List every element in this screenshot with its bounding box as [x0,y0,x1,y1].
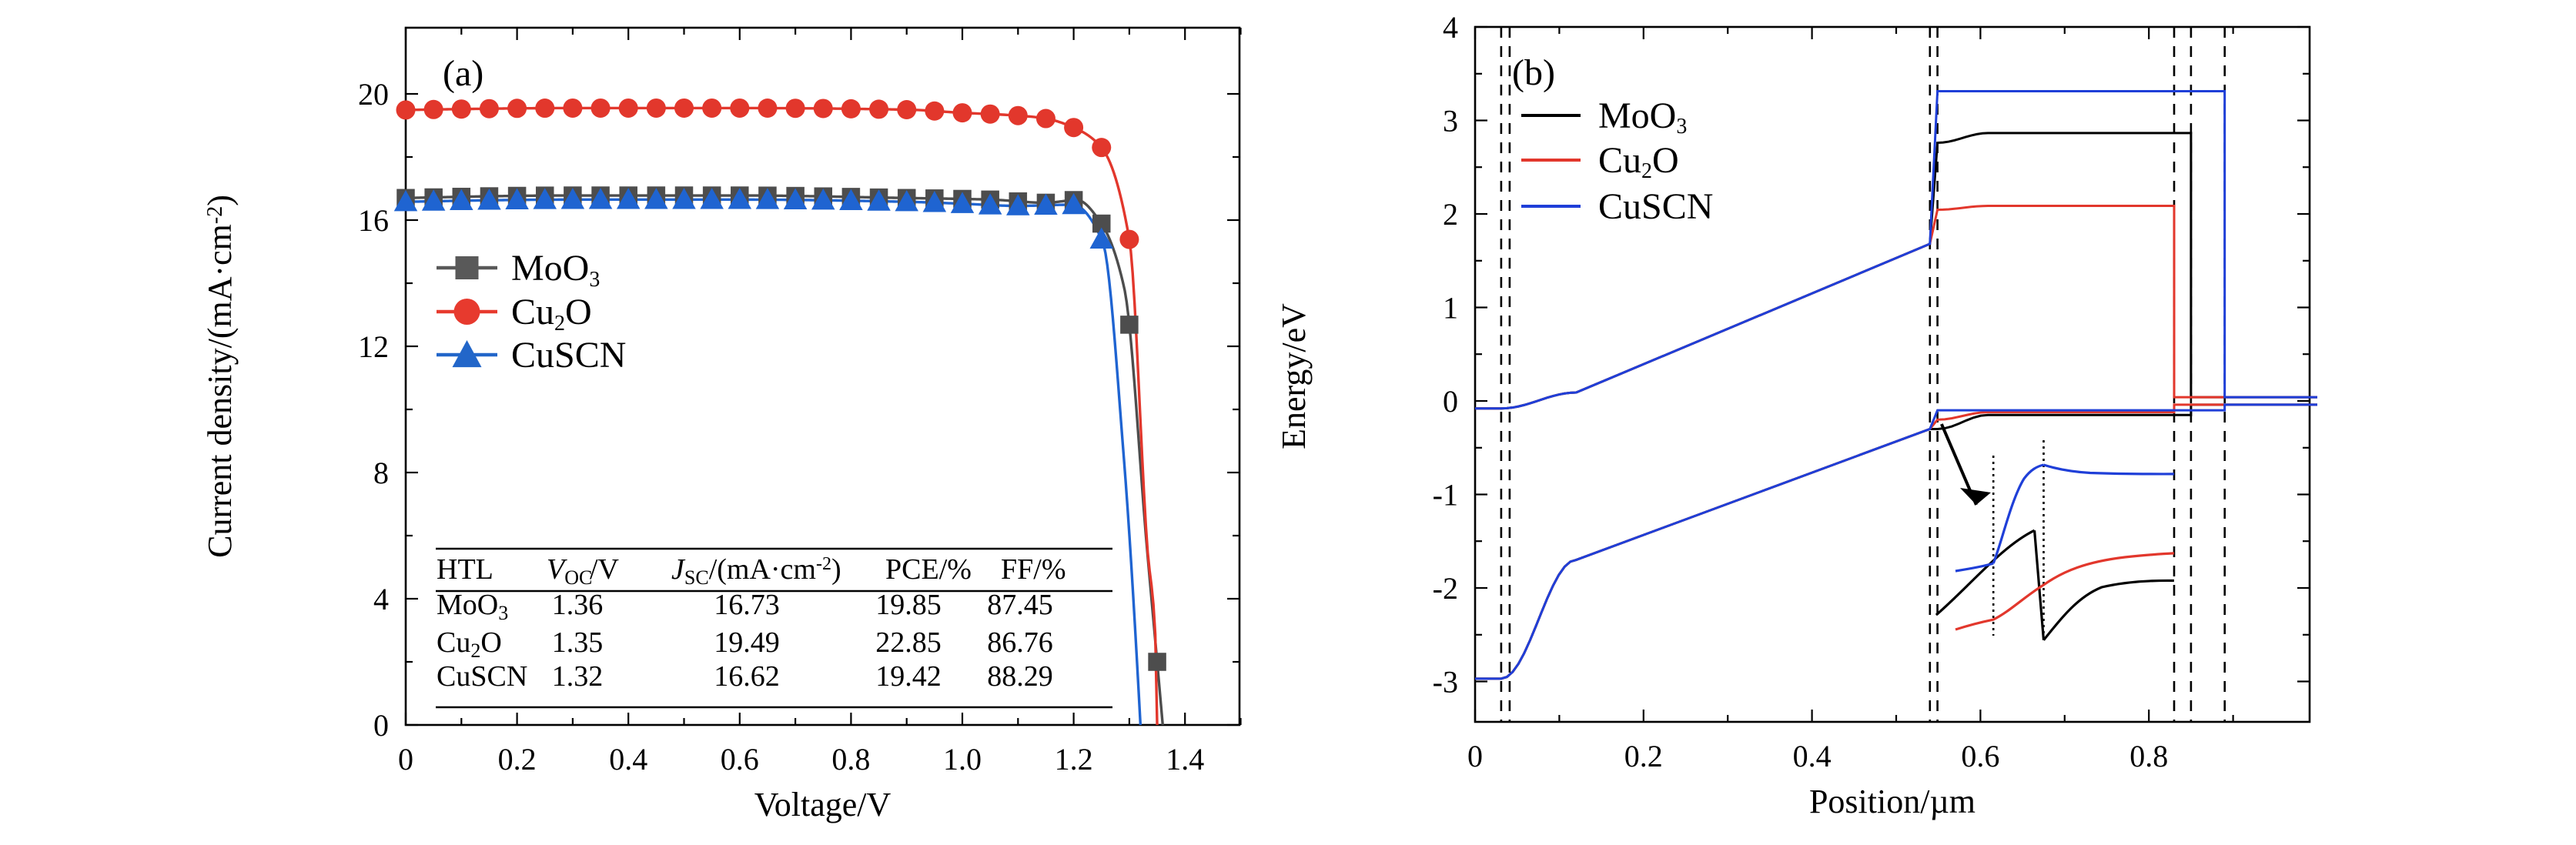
svg-text:0.6: 0.6 [1961,739,1999,773]
svg-text:0: 0 [398,742,413,777]
svg-text:PCE/%: PCE/% [885,553,972,586]
svg-text:-3: -3 [1433,665,1458,700]
svg-text:1.36: 1.36 [552,589,604,621]
svg-text:19.49: 19.49 [714,626,780,659]
svg-text:1.2: 1.2 [1055,742,1093,777]
svg-text:16.62: 16.62 [714,660,780,693]
svg-text:8: 8 [373,456,389,490]
svg-text:CuSCN: CuSCN [511,335,626,376]
svg-text:19.42: 19.42 [875,660,942,693]
svg-text:-1: -1 [1433,478,1458,513]
svg-text:(a): (a) [443,53,483,94]
svg-text:Voltage/V: Voltage/V [754,786,892,823]
svg-text:86.76: 86.76 [987,626,1053,659]
svg-text:2: 2 [1443,197,1458,232]
svg-text:Current density/(mA·cm-2): Current density/(mA·cm-2) [201,195,239,558]
svg-text:Cu2O: Cu2O [437,626,502,662]
svg-text:88.29: 88.29 [987,660,1053,693]
svg-text:87.45: 87.45 [987,589,1053,621]
svg-text:4: 4 [1443,10,1458,45]
svg-text:Cu2O: Cu2O [1598,140,1679,183]
svg-text:Energy/eV: Energy/eV [1275,303,1313,449]
svg-text:1.32: 1.32 [552,660,604,693]
svg-text:0.2: 0.2 [1624,739,1663,773]
svg-text:Position/µm: Position/µm [1809,783,1975,820]
svg-text:3: 3 [1443,104,1458,139]
svg-text:0: 0 [1443,384,1458,419]
svg-text:(b): (b) [1512,52,1555,93]
svg-text:1.35: 1.35 [552,626,604,659]
svg-text:0.4: 0.4 [1793,739,1832,773]
svg-text:Cu2O: Cu2O [511,292,592,336]
svg-text:0.2: 0.2 [498,742,537,777]
svg-text:0.8: 0.8 [831,742,870,777]
svg-text:0.8: 0.8 [2129,739,2168,773]
svg-text:0: 0 [1467,739,1483,773]
svg-text:HTL: HTL [437,553,493,586]
svg-text:1.0: 1.0 [943,742,982,777]
svg-text:19.85: 19.85 [875,589,942,621]
svg-text:20: 20 [358,77,389,112]
svg-text:FF/%: FF/% [1001,553,1066,586]
svg-text:-2: -2 [1433,571,1458,606]
svg-text:0.6: 0.6 [721,742,759,777]
svg-text:1.4: 1.4 [1166,742,1204,777]
svg-text:0: 0 [373,708,389,743]
svg-text:0.4: 0.4 [609,742,647,777]
svg-text:4: 4 [373,582,389,616]
svg-text:/V: /V [590,553,620,586]
svg-text:CuSCN: CuSCN [1598,186,1713,227]
svg-text:MoO3: MoO3 [437,589,508,624]
svg-text:MoO3: MoO3 [1598,95,1687,139]
svg-text:16.73: 16.73 [714,589,780,621]
svg-text:1: 1 [1443,291,1458,326]
svg-text:22.85: 22.85 [875,626,942,659]
svg-text:MoO3: MoO3 [511,248,600,292]
svg-text:12: 12 [358,329,389,364]
svg-text:CuSCN: CuSCN [437,660,527,693]
svg-text:16: 16 [358,203,389,238]
